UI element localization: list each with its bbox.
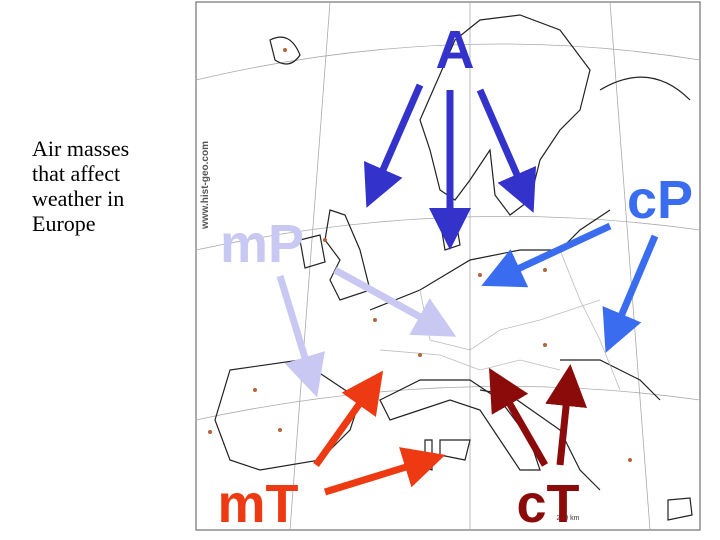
air-mass-label: mP [220, 214, 304, 274]
air-mass-label: mT [218, 474, 299, 534]
map-credit: www.hist-geo.com [200, 141, 211, 230]
air-mass-label: cP [627, 170, 693, 230]
scale-label: 250 km [557, 515, 580, 522]
arrows [276, 83, 659, 496]
air-mass-label: A [436, 20, 475, 80]
air-mass-label: cT [516, 474, 579, 534]
cities [208, 48, 632, 462]
caption: Air masses that affect weather in Europe [32, 136, 130, 236]
